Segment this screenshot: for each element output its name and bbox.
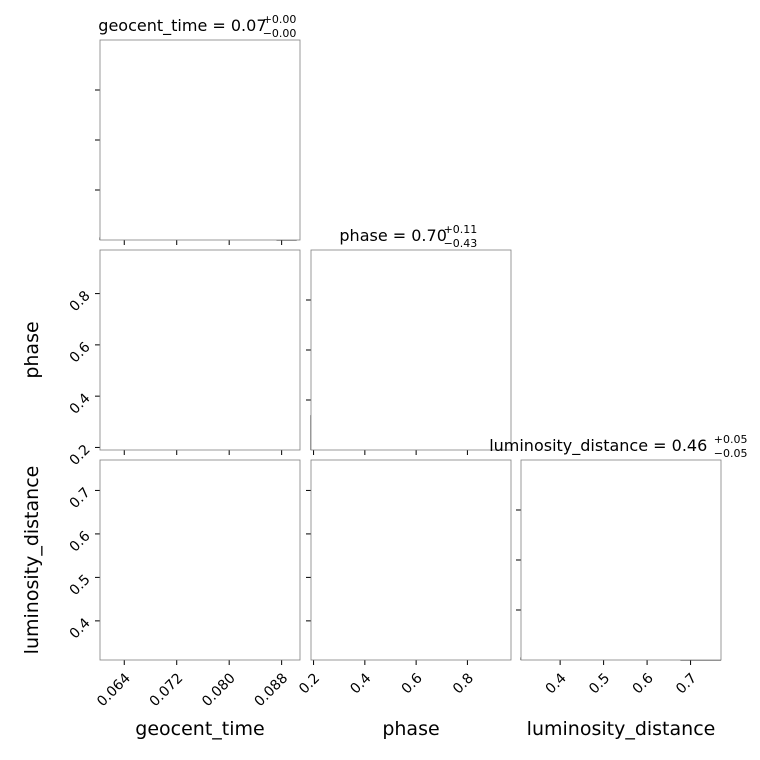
panel-title: phase = 0.70+0.11−0.43 [339,223,477,250]
panel-title-text: geocent_time = 0.07 [98,16,266,36]
panel-title-text: luminosity_distance = 0.46 [489,436,707,456]
panel-title-text: phase = 0.70 [339,226,446,245]
panel-title-lower: −0.43 [444,237,478,250]
panel-title-lower: −0.00 [263,27,297,40]
panel-title-lower: −0.05 [714,447,748,460]
panel-frame [310,249,512,451]
panel-title-upper: +0.00 [263,13,297,26]
panel-title: geocent_time = 0.07+0.00−0.00 [98,13,296,40]
panel-title-upper: +0.05 [714,433,748,446]
panel-frame [99,249,301,451]
panel-title: luminosity_distance = 0.46 +0.05−0.05 [489,433,747,460]
panel-frame [520,459,722,661]
panel-title-upper: +0.11 [444,223,478,236]
panel-frame [99,459,301,661]
panel-frame [99,39,301,241]
